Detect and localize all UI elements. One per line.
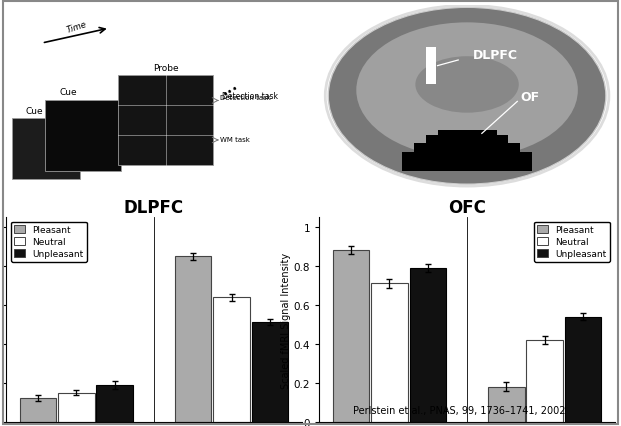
Text: Detection task: Detection task [222,92,278,101]
Bar [371,284,408,422]
Text: L: L [584,12,594,26]
Bar [402,153,532,172]
Bar [45,100,122,172]
Text: Probe: Probe [153,64,179,73]
Bar [252,322,288,422]
Bar [119,76,213,166]
Text: WM task: WM task [220,137,250,143]
Title: OFC: OFC [448,198,486,216]
Y-axis label: Scaled fMRI Signal Intensity: Scaled fMRI Signal Intensity [281,252,291,388]
Text: Time: Time [65,20,88,35]
Text: DLPFC: DLPFC [473,49,518,62]
Bar [12,119,80,179]
Bar [565,317,601,422]
Bar [175,256,212,422]
Bar [438,130,497,138]
Ellipse shape [329,8,606,185]
Text: Cue: Cue [25,106,43,115]
Bar [426,136,509,145]
Text: OF: OF [520,90,540,103]
Bar [58,393,94,422]
Bar [96,385,133,422]
Ellipse shape [415,57,519,113]
Text: Perlstein et al., PNAS, 99, 1736–1741, 2002: Perlstein et al., PNAS, 99, 1736–1741, 2… [353,406,566,415]
Legend: Pleasant, Neutral, Unpleasant: Pleasant, Neutral, Unpleasant [11,222,88,262]
Title: DLPFC: DLPFC [124,198,184,216]
Ellipse shape [356,23,578,158]
Text: R: R [331,12,343,26]
Bar [414,144,520,155]
Text: •••: ••• [220,82,241,100]
Bar [488,387,525,422]
Text: Cue: Cue [60,87,77,97]
Bar [20,398,56,422]
Bar [213,297,250,422]
Legend: Pleasant, Neutral, Unpleasant: Pleasant, Neutral, Unpleasant [533,222,610,262]
Bar [333,250,369,422]
Text: Detection task: Detection task [220,94,271,101]
Bar [426,48,436,85]
Bar [409,268,446,422]
Bar [527,340,563,422]
